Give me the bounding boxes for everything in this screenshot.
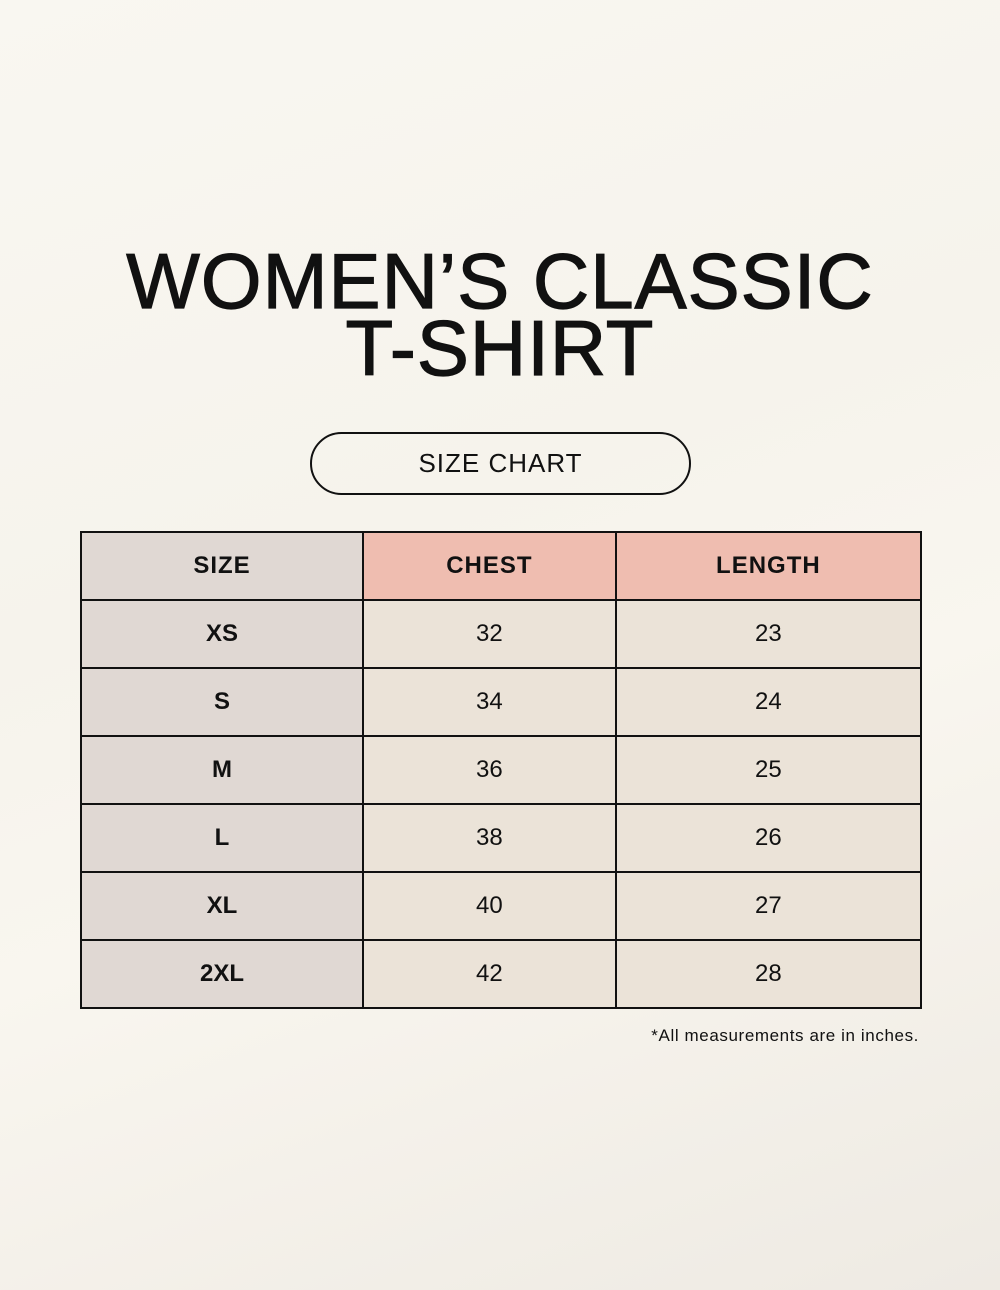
table-row: L 38 26 — [80, 803, 923, 873]
size-table: SIZE CHEST LENGTH XS 32 23 S 34 24 M 36 25 L 38 26 X… — [80, 531, 923, 1009]
cell-chest: 40 — [362, 871, 617, 941]
page-title: WOMEN’S CLASSIC T-SHIRT — [0, 237, 1000, 392]
header-length: LENGTH — [614, 531, 923, 601]
cell-length: 23 — [614, 599, 923, 669]
cell-length: 27 — [614, 871, 923, 941]
cell-length: 26 — [614, 803, 923, 873]
table-row: XS 32 23 — [80, 599, 923, 669]
cell-size: L — [80, 803, 364, 873]
cell-length: 24 — [614, 667, 923, 737]
size-chart-badge: SIZE CHART — [310, 432, 691, 495]
cell-chest: 36 — [362, 735, 617, 805]
cell-size: S — [80, 667, 364, 737]
cell-chest: 42 — [362, 939, 617, 1009]
header-size: SIZE — [80, 531, 364, 601]
table-row: 2XL 42 28 — [80, 939, 923, 1009]
header-chest: CHEST — [362, 531, 617, 601]
table-row: S 34 24 — [80, 667, 923, 737]
title-line-2: T-SHIRT — [345, 304, 655, 392]
cell-size: 2XL — [80, 939, 364, 1009]
table-header-row: SIZE CHEST LENGTH — [80, 531, 923, 601]
cell-chest: 34 — [362, 667, 617, 737]
cell-size: XL — [80, 871, 364, 941]
cell-length: 25 — [614, 735, 923, 805]
cell-size: M — [80, 735, 364, 805]
cell-size: XS — [80, 599, 364, 669]
cell-chest: 38 — [362, 803, 617, 873]
title-line-1: WOMEN’S CLASSIC — [126, 237, 874, 325]
table-row: M 36 25 — [80, 735, 923, 805]
cell-chest: 32 — [362, 599, 617, 669]
table-row: XL 40 27 — [80, 871, 923, 941]
cell-length: 28 — [614, 939, 923, 1009]
measurement-note: *All measurements are in inches. — [651, 1026, 919, 1045]
